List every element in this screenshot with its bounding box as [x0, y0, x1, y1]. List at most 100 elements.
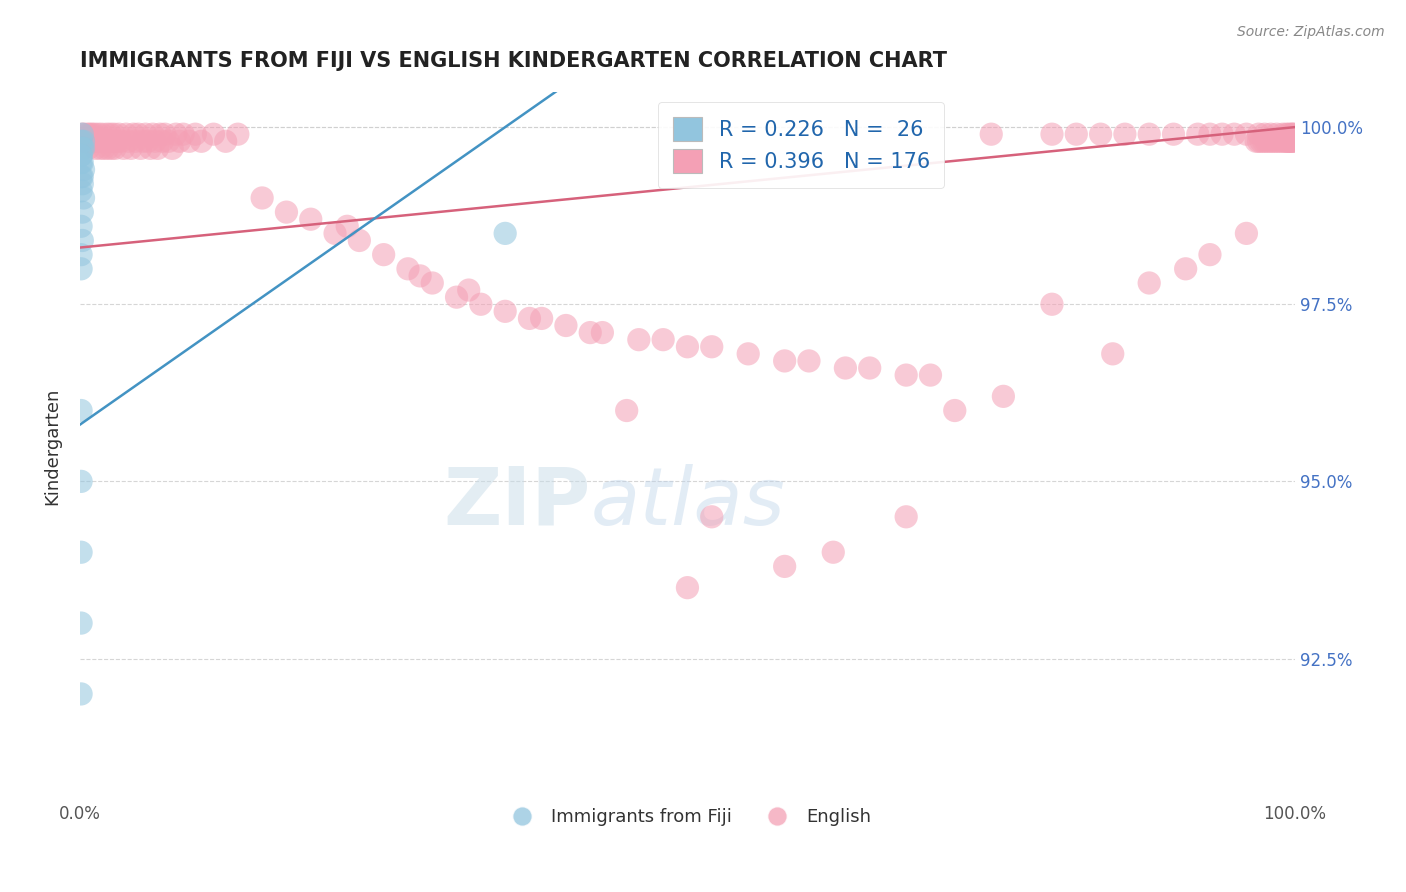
Point	[136, 134, 159, 148]
Point	[1244, 134, 1267, 148]
Point	[1263, 134, 1285, 148]
Point	[72, 191, 94, 205]
Text: Source: ZipAtlas.com: Source: ZipAtlas.com	[1237, 25, 1385, 39]
Point	[70, 134, 93, 148]
Point	[86, 134, 108, 148]
Point	[373, 247, 395, 261]
Point	[98, 134, 121, 148]
Point	[215, 134, 238, 148]
Y-axis label: Kindergarten: Kindergarten	[44, 387, 60, 505]
Point	[127, 127, 149, 141]
Point	[165, 127, 187, 141]
Point	[943, 403, 966, 417]
Point	[96, 127, 118, 141]
Point	[1278, 134, 1301, 148]
Point	[1101, 347, 1123, 361]
Point	[184, 127, 207, 141]
Point	[1281, 134, 1303, 148]
Point	[1260, 134, 1282, 148]
Point	[250, 191, 273, 205]
Point	[1199, 247, 1222, 261]
Point	[555, 318, 578, 333]
Legend: Immigrants from Fiji, English: Immigrants from Fiji, English	[496, 801, 879, 834]
Point	[1137, 276, 1160, 290]
Point	[87, 127, 110, 141]
Point	[94, 134, 117, 148]
Point	[172, 127, 194, 141]
Point	[1260, 127, 1282, 141]
Point	[519, 311, 541, 326]
Point	[1234, 227, 1257, 241]
Point	[104, 141, 127, 155]
Point	[1064, 127, 1087, 141]
Point	[72, 234, 94, 248]
Point	[84, 141, 107, 155]
Point	[1090, 127, 1112, 141]
Point	[143, 134, 166, 148]
Point	[616, 403, 638, 417]
Point	[420, 276, 443, 290]
Point	[134, 127, 156, 141]
Point	[494, 304, 516, 318]
Point	[1174, 261, 1197, 276]
Point	[72, 169, 94, 184]
Point	[676, 581, 699, 595]
Point	[72, 141, 94, 155]
Point	[120, 141, 142, 155]
Point	[920, 368, 942, 383]
Point	[579, 326, 602, 340]
Point	[72, 134, 94, 148]
Point	[76, 127, 98, 141]
Point	[72, 141, 94, 155]
Point	[70, 616, 93, 631]
Point	[396, 261, 419, 276]
Point	[70, 403, 93, 417]
Text: ZIP: ZIP	[443, 464, 591, 541]
Point	[299, 212, 322, 227]
Point	[179, 134, 201, 148]
Point	[97, 141, 120, 155]
Point	[125, 134, 148, 148]
Point	[700, 509, 723, 524]
Point	[1275, 127, 1298, 141]
Point	[153, 127, 176, 141]
Point	[139, 141, 162, 155]
Point	[1267, 134, 1289, 148]
Point	[100, 141, 122, 155]
Point	[89, 141, 111, 155]
Point	[70, 169, 93, 184]
Point	[70, 247, 93, 261]
Point	[1277, 134, 1299, 148]
Point	[1163, 127, 1185, 141]
Point	[169, 134, 191, 148]
Point	[129, 141, 152, 155]
Point	[1264, 134, 1286, 148]
Point	[1223, 127, 1246, 141]
Point	[72, 162, 94, 177]
Point	[1040, 127, 1063, 141]
Point	[79, 127, 101, 141]
Point	[530, 311, 553, 326]
Point	[737, 347, 759, 361]
Point	[1247, 134, 1270, 148]
Point	[117, 134, 139, 148]
Point	[1282, 127, 1305, 141]
Point	[591, 326, 613, 340]
Point	[75, 134, 97, 148]
Point	[202, 127, 225, 141]
Point	[146, 141, 169, 155]
Point	[627, 333, 650, 347]
Point	[652, 333, 675, 347]
Point	[1279, 134, 1302, 148]
Point	[896, 368, 918, 383]
Point	[72, 205, 94, 219]
Point	[98, 127, 121, 141]
Point	[1254, 134, 1277, 148]
Point	[82, 134, 104, 148]
Point	[1257, 134, 1279, 148]
Point	[70, 475, 93, 489]
Point	[112, 141, 135, 155]
Point	[115, 127, 138, 141]
Point	[1137, 127, 1160, 141]
Point	[1040, 297, 1063, 311]
